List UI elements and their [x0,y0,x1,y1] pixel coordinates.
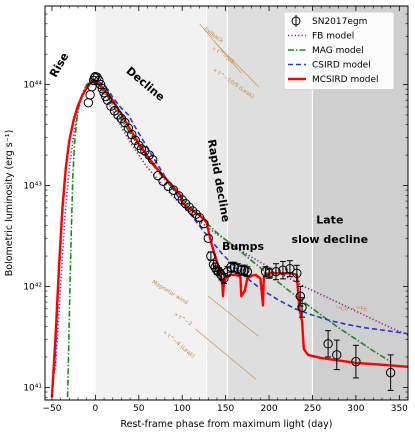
annotation-guide-2 [208,295,259,337]
data-point [187,206,198,216]
data-point [226,262,236,272]
legend-label: SN2017egm [312,17,367,27]
data-point [147,155,158,165]
x-tick-label: 200 [260,404,277,414]
data-point [94,75,104,86]
x-tick-label: 350 [391,404,408,414]
phase-region-1 [206,6,228,400]
annotation-guide-0 [199,23,242,74]
legend: SN2017egm FB model MAG model CSIRD model MCS… [283,11,395,90]
x-tick-label: −50 [42,404,61,414]
x-tick-label: 50 [133,404,145,414]
data-point [242,266,253,277]
data-point [332,350,342,360]
annotation-guide-1 [214,42,259,88]
phase-label-0: Rise [47,50,71,79]
y-tick-label: 10⁴³ [23,181,42,191]
data-point [271,266,281,277]
data-point [113,110,123,120]
y-tick-label: 10⁴⁴ [23,81,42,91]
data-point [120,117,130,128]
data-points-layer [83,71,396,391]
x-tick-label: 150 [217,404,234,414]
data-point [130,135,141,146]
phase-label-5: slow decline [292,233,369,246]
plot-frame [44,5,409,401]
phase-label-4: Late [316,214,343,227]
data-point [87,82,97,92]
y-axis-label: Bolometric luminosity (erg s⁻¹) [4,130,15,277]
data-point [285,263,295,274]
legend-label: MCSIRD model [312,75,379,85]
legend-label: CSIRD model [312,61,371,71]
data-point [180,199,191,209]
data-point [295,291,306,301]
data-point [236,265,246,275]
x-tick-label: 300 [347,404,364,414]
data-point [191,209,201,219]
data-point [153,171,163,181]
data-point [85,90,95,100]
data-point [385,367,396,378]
data-point [83,98,94,108]
data-point [199,218,209,229]
x-axis-label: Rest-frame phase from maximum light (day… [121,419,333,430]
data-point [292,268,302,278]
phase-label-3: Bumps [222,240,265,253]
data-point [323,339,333,349]
annotation-guide-3 [195,328,257,380]
data-point [158,176,168,187]
x-tick-label: 0 [93,404,99,414]
data-point [278,265,288,275]
data-point [203,233,213,243]
series-1 [54,79,409,370]
legend-marker [291,16,301,26]
data-point [95,79,106,90]
legend-box [283,11,395,90]
x-tick-label: 250 [304,404,321,414]
y-tick-label: 10⁴² [23,282,42,292]
data-point [264,268,274,278]
data-point [168,185,179,195]
legend-label: MAG model [312,46,364,56]
data-point [97,83,108,94]
data-point [351,356,361,367]
y-tick-label: 10⁴¹ [23,383,42,393]
annotation-6: ⁵⁶Co → ⁵⁶Fe [336,305,367,312]
data-point [297,302,307,313]
data-point [240,265,250,275]
axes-layer: −50 0 50 100 150 200 250 300 350 10⁴¹ 10⁴² 10⁴³ 10⁴⁴ [23,6,408,414]
data-point [208,259,219,270]
legend-label: FB model [312,32,354,42]
x-tick-label: 100 [174,404,191,414]
series-2 [66,79,392,398]
